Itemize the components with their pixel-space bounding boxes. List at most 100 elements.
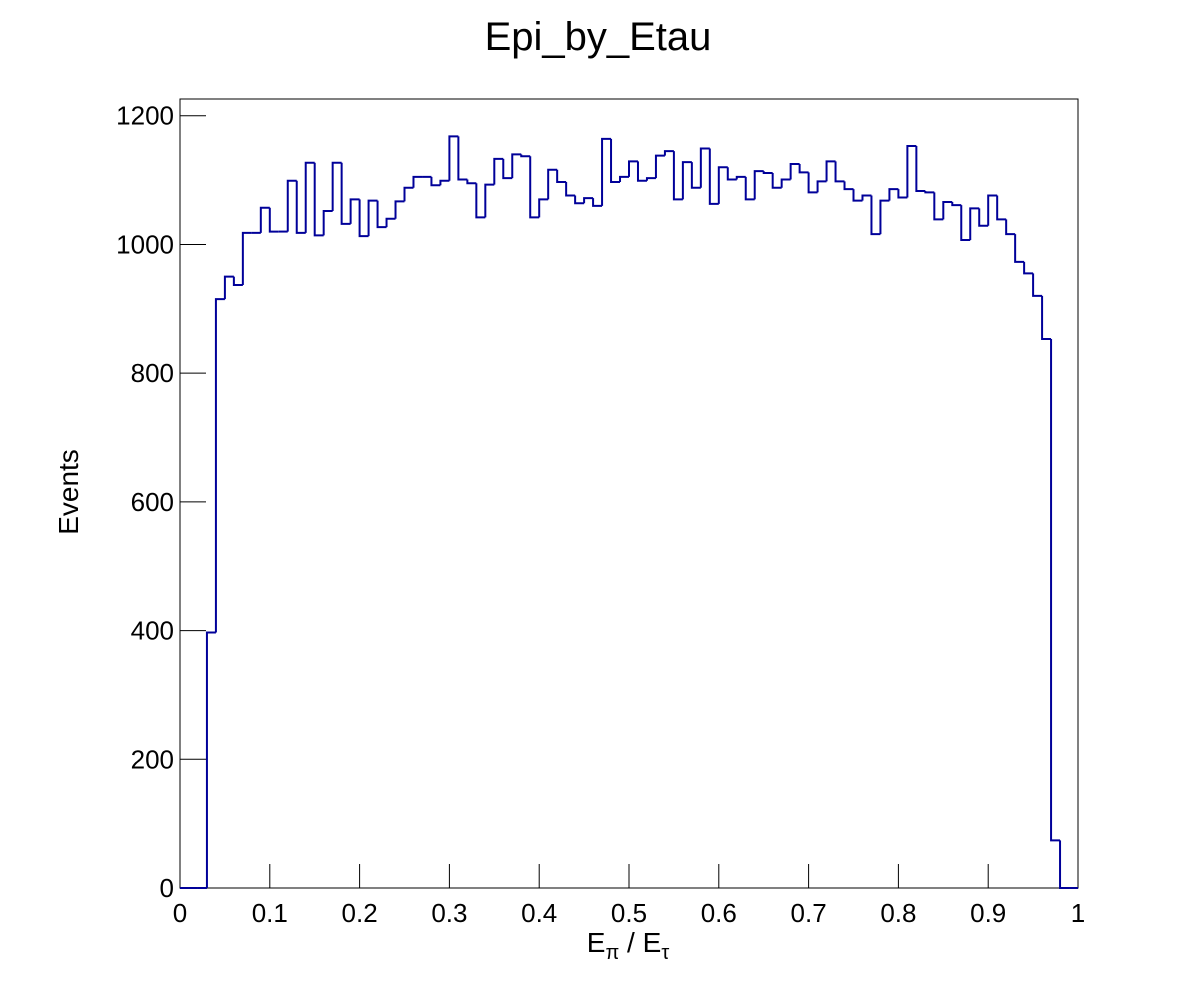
histogram-bin: [915, 145, 926, 193]
x-tick-label: 0.9: [970, 898, 1006, 928]
y-tick-label: 1000: [116, 229, 174, 259]
histogram-bin: [448, 135, 459, 181]
x-tick-label: 0.7: [791, 898, 827, 928]
histogram-bin: [331, 161, 342, 211]
x-label-subscript: τ: [661, 942, 669, 964]
x-tick-label: 0.3: [431, 898, 467, 928]
histogram-bin: [906, 144, 917, 198]
y-tick-label: 600: [131, 487, 174, 517]
x-tick-label: 0.6: [701, 898, 737, 928]
histogram-bin: [879, 199, 890, 235]
histogram-bin: [565, 182, 576, 197]
histogram-bin: [672, 151, 683, 201]
histogram-bin: [1032, 273, 1043, 297]
histogram-bin: [744, 176, 755, 201]
histogram-bin: [313, 162, 324, 237]
histogram-bin: [735, 175, 746, 180]
y-tick-label: 400: [131, 616, 174, 646]
histogram-bin: [681, 161, 692, 200]
histogram-bin: [645, 177, 656, 181]
histogram-bin: [942, 200, 953, 220]
histogram-bin: [610, 138, 621, 184]
histogram-bin: [852, 189, 863, 202]
histogram-bin: [601, 137, 612, 206]
histogram-bin: [897, 189, 908, 199]
histogram-bin: [933, 192, 944, 221]
histogram-bin: [484, 183, 495, 218]
histogram-bin: [708, 148, 719, 205]
histogram-bin: [232, 276, 243, 286]
x-tick-label: 0.2: [342, 898, 378, 928]
histogram-bin: [385, 217, 396, 228]
histogram-bin: [430, 176, 441, 187]
histogram-bin: [502, 158, 513, 180]
histogram-bin: [376, 200, 387, 229]
histogram-bin: [574, 195, 585, 205]
histogram-bin: [924, 191, 935, 194]
histogram-bin: [466, 179, 477, 185]
histogram-bin: [349, 198, 360, 224]
histogram-bin: [663, 150, 674, 156]
histogram-bin: [286, 179, 297, 232]
histogram-bin: [538, 198, 549, 218]
histogram-bin: [1023, 261, 1034, 275]
y-tick-label: 200: [131, 744, 174, 774]
x-tick-label: 1: [1071, 898, 1085, 928]
histogram-bin: [214, 298, 225, 633]
histogram-bin: [888, 188, 899, 201]
histogram-bin: [753, 170, 764, 200]
y-tick-label: 1200: [116, 101, 174, 131]
y-tick-label: 800: [131, 358, 174, 388]
histogram-bin: [412, 175, 423, 188]
histogram-bin: [358, 199, 369, 238]
histogram-bin: [636, 161, 647, 182]
x-label-part: E: [643, 927, 662, 958]
histogram-bin: [726, 167, 737, 181]
chart-title: Epi_by_Etau: [485, 15, 712, 59]
histogram-bin: [529, 156, 540, 219]
histogram-bin: [493, 157, 504, 185]
histogram-bin: [780, 178, 791, 188]
histogram-bin: [205, 631, 216, 888]
histogram-bin: [394, 200, 405, 219]
histogram-bin: [439, 179, 450, 186]
histogram-bin: [1014, 234, 1025, 263]
histogram-bin: [825, 160, 836, 182]
histogram-bin: [978, 208, 989, 227]
y-tick-label: 0: [160, 873, 174, 903]
histogram-bin: [987, 194, 998, 226]
histogram-bin: [1050, 339, 1061, 842]
histogram-bin: [628, 160, 638, 177]
histogram-bin: [807, 172, 818, 194]
x-label-part: /: [619, 927, 642, 958]
histogram-bin: [834, 161, 845, 183]
histogram-bin: [520, 154, 531, 158]
histogram-bin: [789, 162, 800, 180]
histogram-bin: [592, 198, 603, 207]
x-label-part: E: [587, 927, 606, 958]
histogram-bin: [798, 163, 809, 174]
histogram-bin: [960, 205, 971, 241]
histogram-bin: [717, 166, 728, 204]
x-label-subscript: π: [605, 942, 619, 964]
histogram-bin: [295, 180, 306, 234]
histogram-bin: [1041, 295, 1052, 341]
histogram-bin: [1005, 219, 1016, 236]
histogram-bin: [547, 168, 558, 200]
x-tick-label: 0.8: [880, 898, 916, 928]
histogram-bin: [816, 180, 827, 193]
histogram-bin: [223, 275, 234, 300]
histogram-bin: [556, 169, 567, 184]
histogram-bin: [996, 195, 1007, 221]
x-tick-label: 0.1: [252, 898, 288, 928]
x-axis-label: Eπ / Eτ: [587, 927, 670, 964]
histogram-bin: [511, 153, 522, 179]
histogram-bin: [771, 173, 782, 189]
histogram-bin: [322, 209, 333, 236]
histogram-bin: [690, 162, 701, 189]
histogram-bin: [699, 147, 710, 188]
histogram-bin: [367, 199, 378, 237]
histogram-bin: [475, 183, 486, 219]
